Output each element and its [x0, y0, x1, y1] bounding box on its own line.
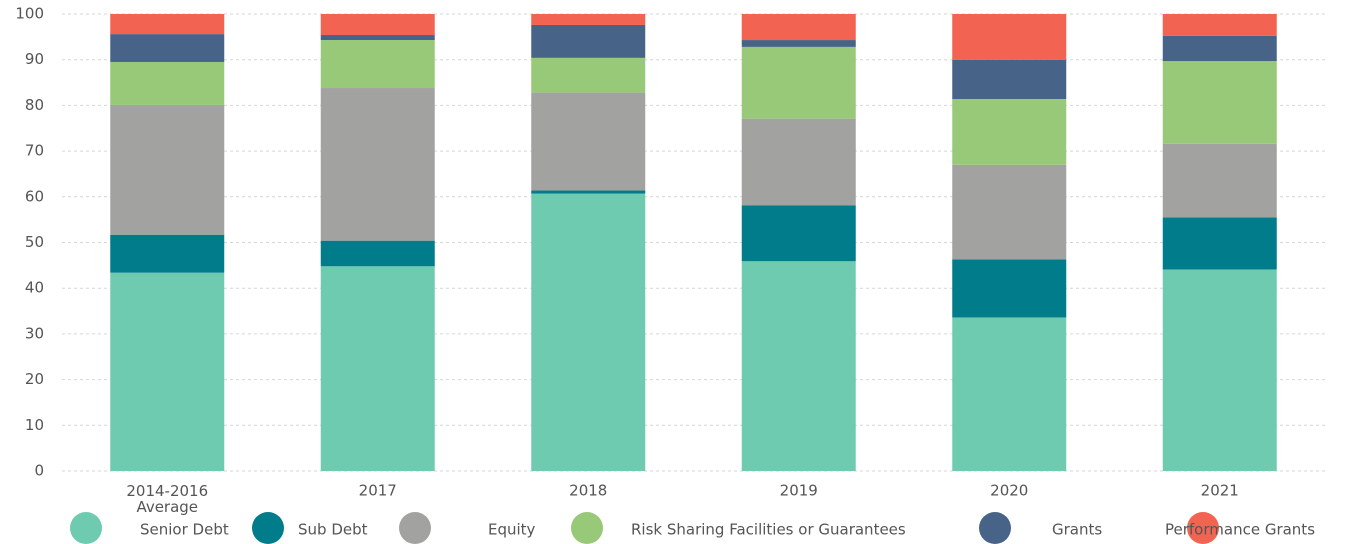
bar-segment — [531, 24, 646, 58]
y-tick-label: 60 — [25, 187, 44, 205]
bar-segment — [320, 266, 435, 471]
bar-segment — [952, 14, 1067, 60]
bar-segment — [531, 193, 646, 471]
legend-swatch — [979, 512, 1011, 544]
legend-swatch — [399, 512, 431, 544]
bar-segment — [110, 61, 225, 105]
bar-segment — [320, 88, 435, 241]
bar-segment — [1162, 35, 1277, 62]
bar-segment — [110, 104, 225, 235]
legend-label: Sub Debt — [298, 521, 368, 539]
bar-segment — [952, 99, 1067, 165]
x-tick-label: 2014-2016 Average — [126, 482, 208, 516]
bar-segment — [1162, 143, 1277, 218]
legend-swatch — [70, 512, 102, 544]
bar-segment — [320, 14, 435, 36]
x-tick-label: 2017 — [359, 482, 397, 500]
y-tick-label: 30 — [25, 324, 44, 342]
bar-segment — [1162, 217, 1277, 270]
bar-segment — [952, 59, 1067, 100]
bar-segment — [320, 240, 435, 267]
bar-segment — [1162, 269, 1277, 471]
bar-segment — [952, 317, 1067, 471]
y-tick-label: 20 — [25, 370, 44, 388]
bar-segment — [1162, 14, 1277, 36]
bar-segment — [741, 118, 856, 206]
bar-segment — [952, 164, 1067, 260]
bar-segment — [320, 35, 435, 41]
x-tick-label: 2018 — [569, 482, 607, 500]
bar-segment — [110, 234, 225, 273]
bar-segment — [320, 40, 435, 89]
bar-segment — [531, 14, 646, 25]
legend-label: Equity — [488, 521, 536, 539]
bar-segment — [531, 190, 646, 194]
x-tick-label: 2019 — [780, 482, 818, 500]
x-tick-label: 2021 — [1201, 482, 1239, 500]
bar-segment — [531, 57, 646, 93]
bar-segment — [741, 40, 856, 47]
y-tick-label: 10 — [25, 416, 44, 434]
bar-segment — [110, 272, 225, 471]
bar-segment — [1162, 61, 1277, 144]
bar-segment — [741, 46, 856, 119]
bar-segment — [741, 261, 856, 471]
legend-swatch — [571, 512, 603, 544]
bar-segment — [110, 14, 225, 35]
y-tick-label: 50 — [25, 233, 44, 251]
legend-label: Grants — [1052, 521, 1102, 539]
y-tick-label: 70 — [25, 142, 44, 160]
y-tick-label: 100 — [15, 5, 44, 23]
bar-segment — [741, 14, 856, 41]
legend-label: Senior Debt — [140, 521, 229, 539]
bar-segment — [110, 34, 225, 62]
legend-swatch — [1187, 512, 1219, 544]
bar-segment — [531, 92, 646, 191]
x-tick-label: 2020 — [990, 482, 1028, 500]
y-tick-label: 80 — [25, 96, 44, 114]
y-tick-label: 0 — [34, 462, 44, 480]
bar-segment — [741, 205, 856, 262]
y-tick-label: 40 — [25, 279, 44, 297]
y-tick-label: 90 — [25, 50, 44, 68]
legend-swatch — [252, 512, 284, 544]
legend-label: Performance Grants — [1165, 521, 1315, 539]
bar-segment — [952, 259, 1067, 318]
legend-label: Risk Sharing Facilities or Guarantees — [631, 521, 906, 539]
